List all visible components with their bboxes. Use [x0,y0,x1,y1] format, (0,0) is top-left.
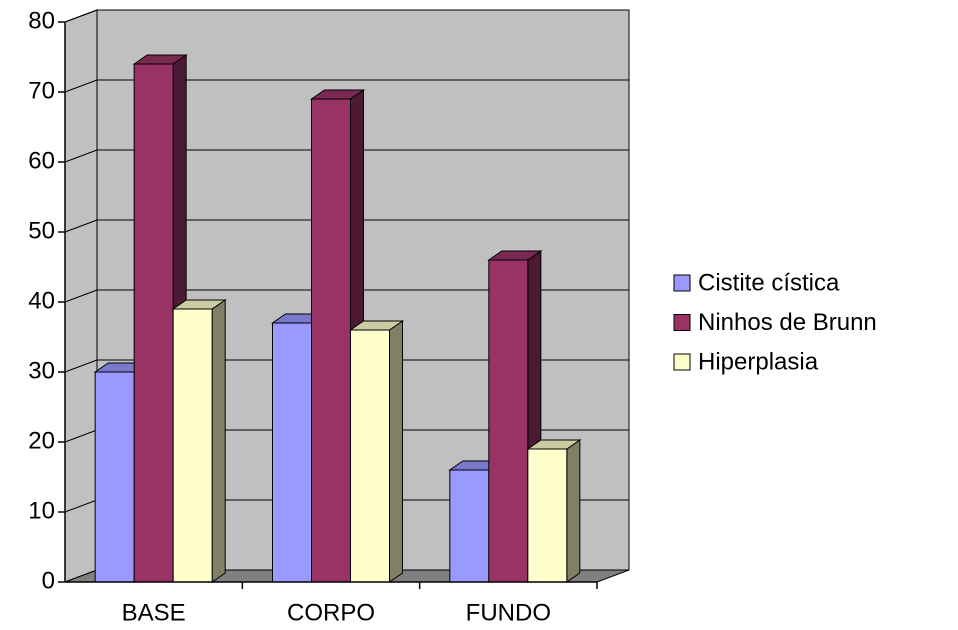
y-tick-label: 60 [28,147,55,174]
bar-side [566,439,581,583]
bar-front [272,322,312,583]
y-tick-label: 20 [28,427,55,454]
bar-front [350,329,390,583]
grid-line-side [64,219,98,233]
axes: 0 10 20 30 40 50 60 70 80 BASE CORPO FUNDO [28,7,598,626]
x-tick-label: FUNDO [466,599,551,626]
bar-front [172,308,213,583]
bar-side [389,320,403,583]
bar-front [488,259,529,583]
bar-front [311,98,351,583]
bar-side [211,299,226,583]
grid-line-side [64,149,98,163]
bar-front [449,469,490,583]
legend-label: Ninhos de Brunn [698,309,877,336]
legend-label: Cistite cística [698,269,840,296]
y-tick-label: 30 [28,357,55,384]
bar-front [94,371,135,583]
bars [93,54,582,583]
grid-line-side [64,79,98,93]
legend: Cistite cística Ninhos de Brunn Hiperplasi… [673,269,877,375]
legend-swatch [673,353,691,371]
legend-swatch [673,274,691,292]
y-tick-label: 80 [28,7,55,34]
x-tick-label: BASE [122,599,186,626]
y-tick-label: 40 [28,287,55,314]
grid-line-side [64,499,98,513]
y-tick-label: 70 [28,77,55,104]
x-tick-label: CORPO [287,599,375,626]
y-tick-label: 10 [28,497,55,524]
legend-label: Hiperplasia [698,348,819,375]
bar [171,299,227,583]
grid-line-side [64,289,98,303]
y-tick-label: 50 [28,217,55,244]
grid-line-side [64,9,98,23]
bar-front [527,448,568,583]
bar [348,320,405,583]
grid-line-side [64,429,98,443]
grid-line-side [64,359,98,373]
bar [526,439,582,583]
bar-front [133,63,174,583]
legend-swatch [673,314,691,331]
y-tick-label: 0 [42,567,55,594]
